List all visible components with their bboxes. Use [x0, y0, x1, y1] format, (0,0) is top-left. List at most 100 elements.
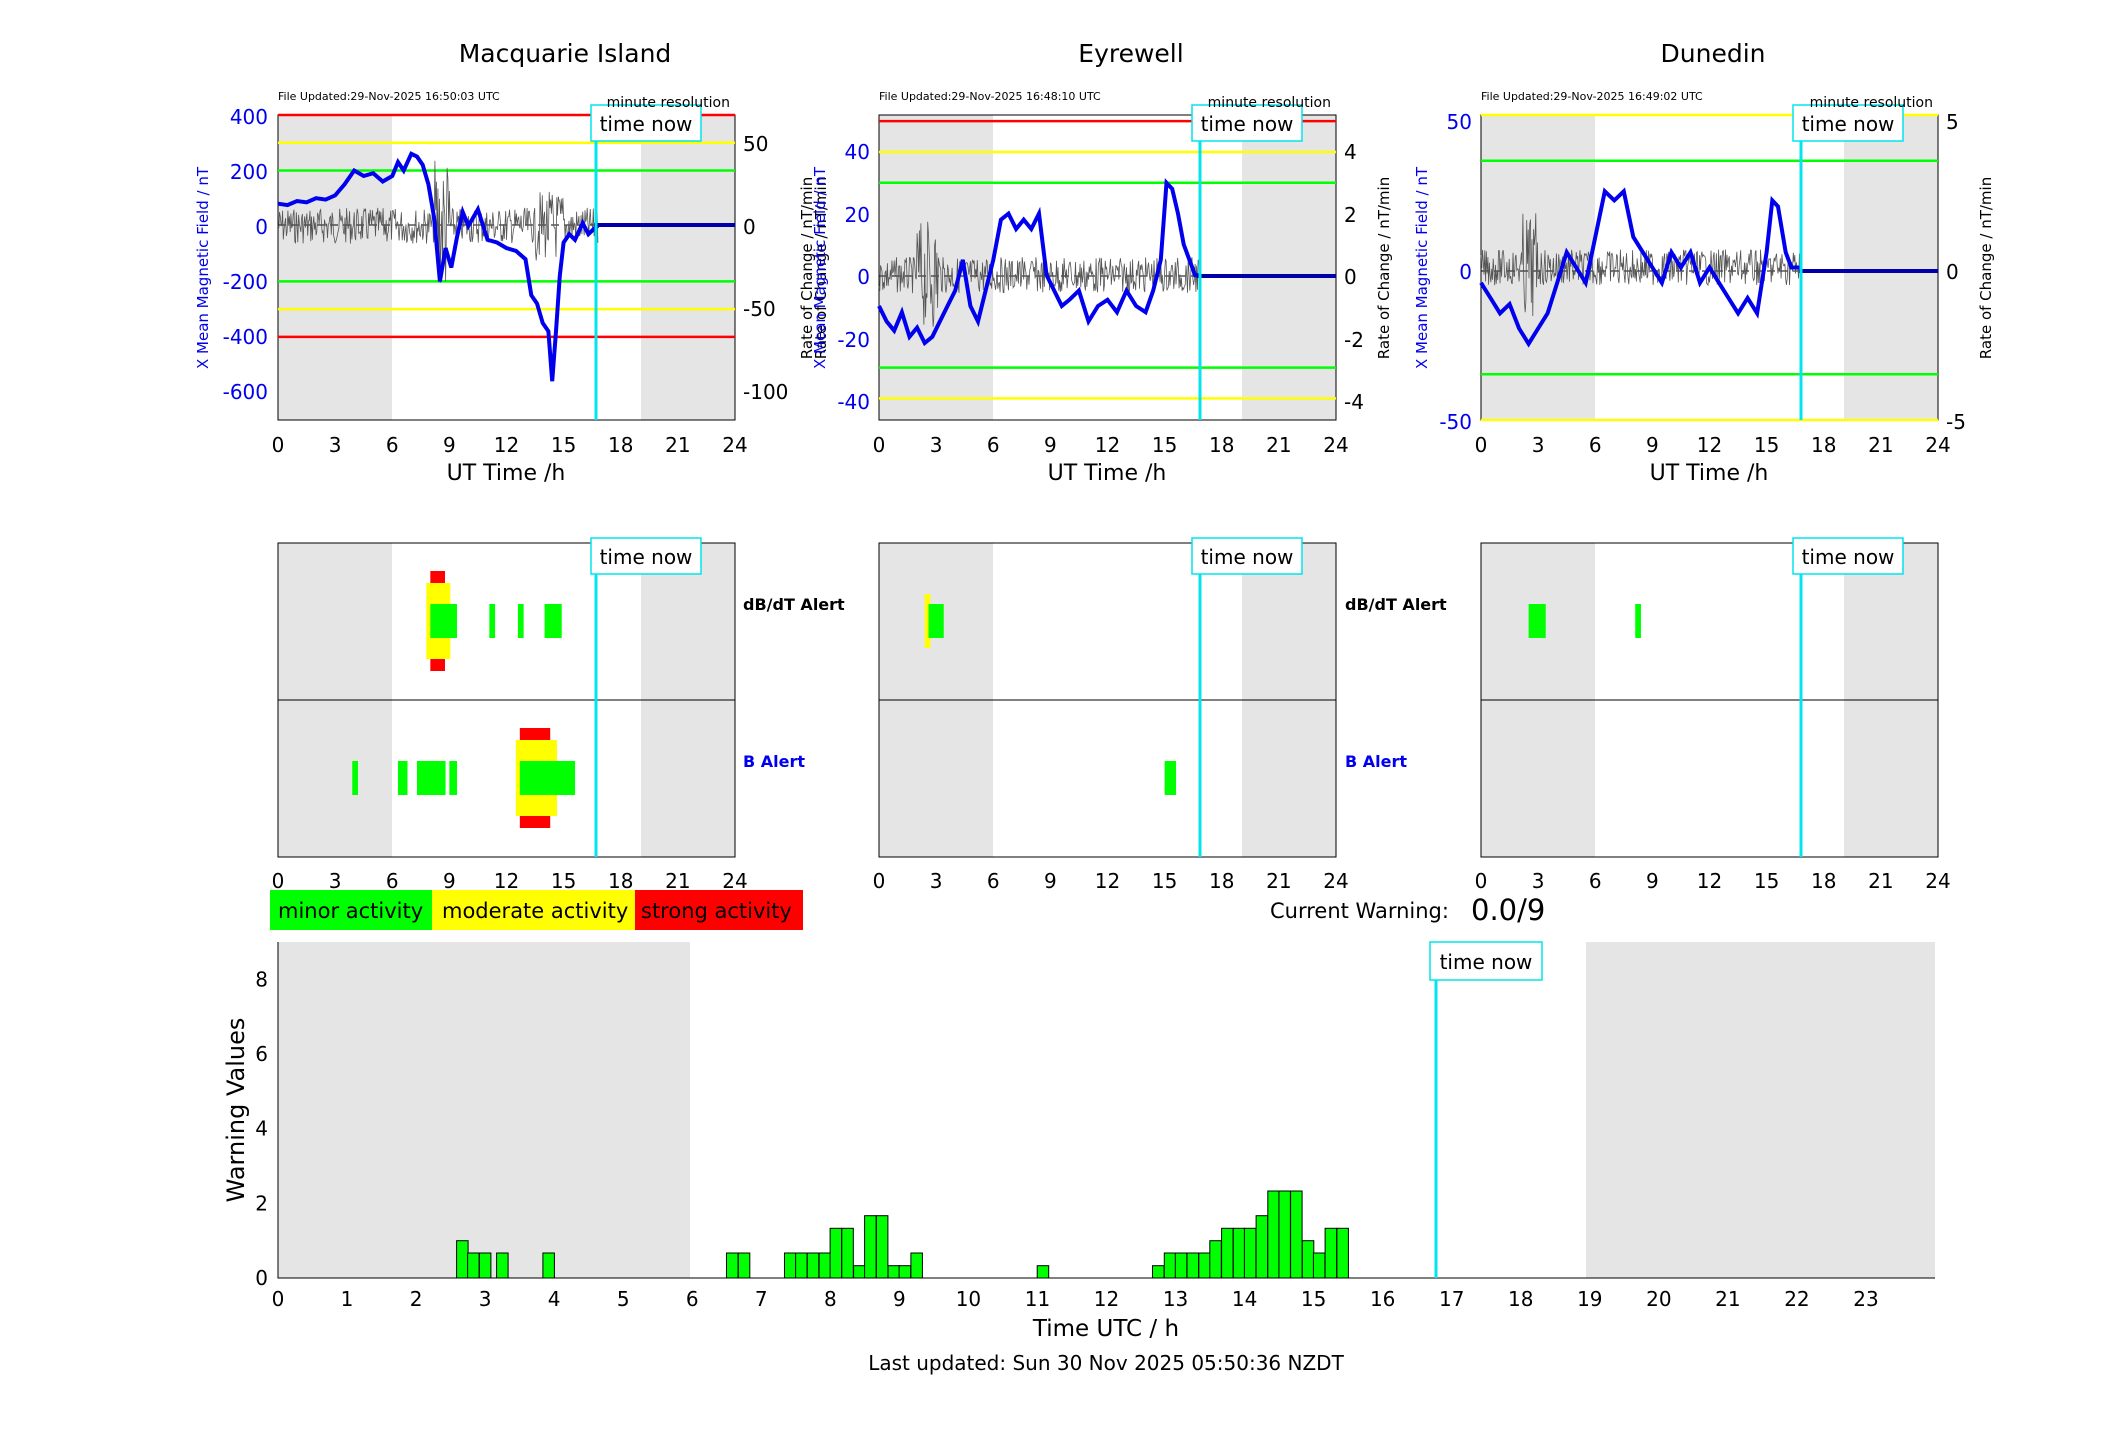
svg-text:50: 50: [743, 132, 768, 156]
warning-bar: [737, 1252, 751, 1279]
svg-text:-4: -4: [1344, 390, 1364, 414]
x-tick-label: 15: [551, 869, 576, 893]
svg-text:-200: -200: [223, 270, 268, 294]
warning-bar: [1290, 1190, 1303, 1279]
x-tick-label: 6: [386, 433, 399, 457]
warning-bar: [478, 1252, 492, 1279]
svg-text:4: 4: [1344, 140, 1357, 164]
svg-text:-50: -50: [1439, 410, 1472, 434]
macquarie-alert-panel: time now dB/dT Alert B Alert 0 3 6 9 12 15 18 2…: [272, 537, 845, 893]
chart-axes: [277, 942, 1935, 1279]
alert-bar-minor: [352, 761, 358, 795]
x-tick-label: 24: [1925, 869, 1950, 893]
x-tick-label: 15: [1301, 1287, 1326, 1311]
svg-text:50: 50: [1447, 110, 1472, 134]
right-axis-label: Rate of Change / nT/min: [1375, 177, 1393, 359]
time-now-box: [1792, 537, 1904, 575]
x-tick-label: 12: [494, 433, 519, 457]
x-tick-label: 15: [551, 433, 576, 457]
x-tick-label: 23: [1853, 1287, 1878, 1311]
current-warning-value: 0.0/9: [1471, 893, 1545, 927]
left-axis-label: X Mean Magnetic Field / nT: [194, 166, 212, 369]
dbdt-alert-label: dB/dT Alert: [1345, 595, 1447, 614]
warning-bar: [898, 1265, 912, 1279]
dunedin-field-panel: time now File Updated:29-Nov-2025 16:49:…: [1413, 90, 1995, 486]
time-now-box: [1191, 537, 1303, 575]
svg-text:0: 0: [857, 265, 870, 289]
warning-bar: [853, 1265, 866, 1279]
x-tick-label: 6: [686, 1287, 699, 1311]
svg-text:-50: -50: [743, 297, 776, 321]
x-tick-label: 0: [873, 433, 886, 457]
time-now-label: time now: [600, 545, 693, 569]
warning-bar: [784, 1252, 797, 1279]
warning-bar: [910, 1252, 923, 1279]
x-tick-label: 9: [1646, 433, 1659, 457]
x-tick-label: 3: [930, 869, 943, 893]
field-trace: [877, 178, 1199, 347]
x-tick-label: 9: [443, 433, 456, 457]
time-now-label: time now: [1440, 950, 1533, 974]
x-tick-label: 15: [1754, 869, 1779, 893]
alert-bar-minor: [517, 604, 524, 638]
x-tick-label: 21: [1868, 433, 1893, 457]
warning-bar: [1152, 1265, 1165, 1279]
x-tick-label: 1: [341, 1287, 354, 1311]
y-axis-label: Warning Values: [222, 1018, 250, 1203]
time-now-label: time now: [1201, 545, 1294, 569]
x-tick-label: 24: [722, 433, 747, 457]
x-tick-label: 24: [1323, 869, 1348, 893]
svg-text:-400: -400: [223, 325, 268, 349]
svg-text:5: 5: [1946, 110, 1959, 134]
current-warning-label: Current Warning:: [1270, 899, 1449, 923]
rate-of-change-trace: [277, 160, 599, 284]
alert-bar-minor: [1528, 604, 1546, 638]
x-tick-label: 4: [548, 1287, 561, 1311]
svg-text:0: 0: [1459, 260, 1472, 284]
night-shade: [641, 115, 735, 420]
x-tick-label: 15: [1152, 869, 1177, 893]
x-tick-label: 16: [1370, 1287, 1395, 1311]
svg-text:40: 40: [845, 140, 870, 164]
x-tick-label: 2: [410, 1287, 423, 1311]
x-tick-label: 22: [1784, 1287, 1809, 1311]
time-now-label: time now: [1802, 112, 1895, 136]
right-ticks: 4 2 0 -2 -4: [1344, 140, 1364, 414]
x-tick-label: 3: [329, 869, 342, 893]
x-tick-label: 9: [443, 869, 456, 893]
x-tick-label: 8: [824, 1287, 837, 1311]
alert-bar-minor: [430, 604, 457, 638]
time-now-label: time now: [600, 112, 693, 136]
time-now-box: [590, 537, 702, 575]
warning-bar: [542, 1252, 555, 1279]
warning-bar: [1221, 1227, 1234, 1279]
x-tick-label: 24: [1323, 433, 1348, 457]
dbdt-alert-label: dB/dT Alert: [743, 595, 845, 614]
x-tick-label: 14: [1232, 1287, 1257, 1311]
warning-bar: [1174, 1252, 1188, 1279]
file-updated: File Updated:29-Nov-2025 16:50:03 UTC: [278, 90, 500, 103]
svg-text:0: 0: [743, 215, 756, 239]
alert-bar-minor: [1164, 761, 1177, 795]
warning-bar: [467, 1252, 480, 1279]
x-tick-label: 21: [1715, 1287, 1740, 1311]
warning-bar: [1198, 1252, 1211, 1279]
activity-legend: minor activity moderate activity strong …: [270, 890, 803, 930]
file-updated: File Updated:29-Nov-2025 16:48:10 UTC: [879, 90, 1101, 103]
legend-minor-swatch: [270, 890, 432, 930]
eyrewell-field-panel: time now File Updated:29-Nov-2025 16:48:…: [811, 90, 1393, 486]
time-now-label: time now: [1802, 545, 1895, 569]
warning-bar: [1186, 1252, 1199, 1279]
x-tick-label: 6: [987, 869, 1000, 893]
warning-bar: [1243, 1227, 1257, 1279]
y-tick-label: 6: [255, 1042, 268, 1066]
svg-text:400: 400: [230, 105, 268, 129]
dunedin-alert-panel: time now 0 3 6 9 12 15 18 21 24: [1475, 537, 1951, 893]
svg-text:-2: -2: [1344, 328, 1364, 352]
warning-bar: [456, 1240, 469, 1279]
x-tick-label: 18: [1811, 433, 1836, 457]
station-title-macquarie: Macquarie Island: [459, 39, 672, 68]
night-shade: [278, 115, 392, 420]
